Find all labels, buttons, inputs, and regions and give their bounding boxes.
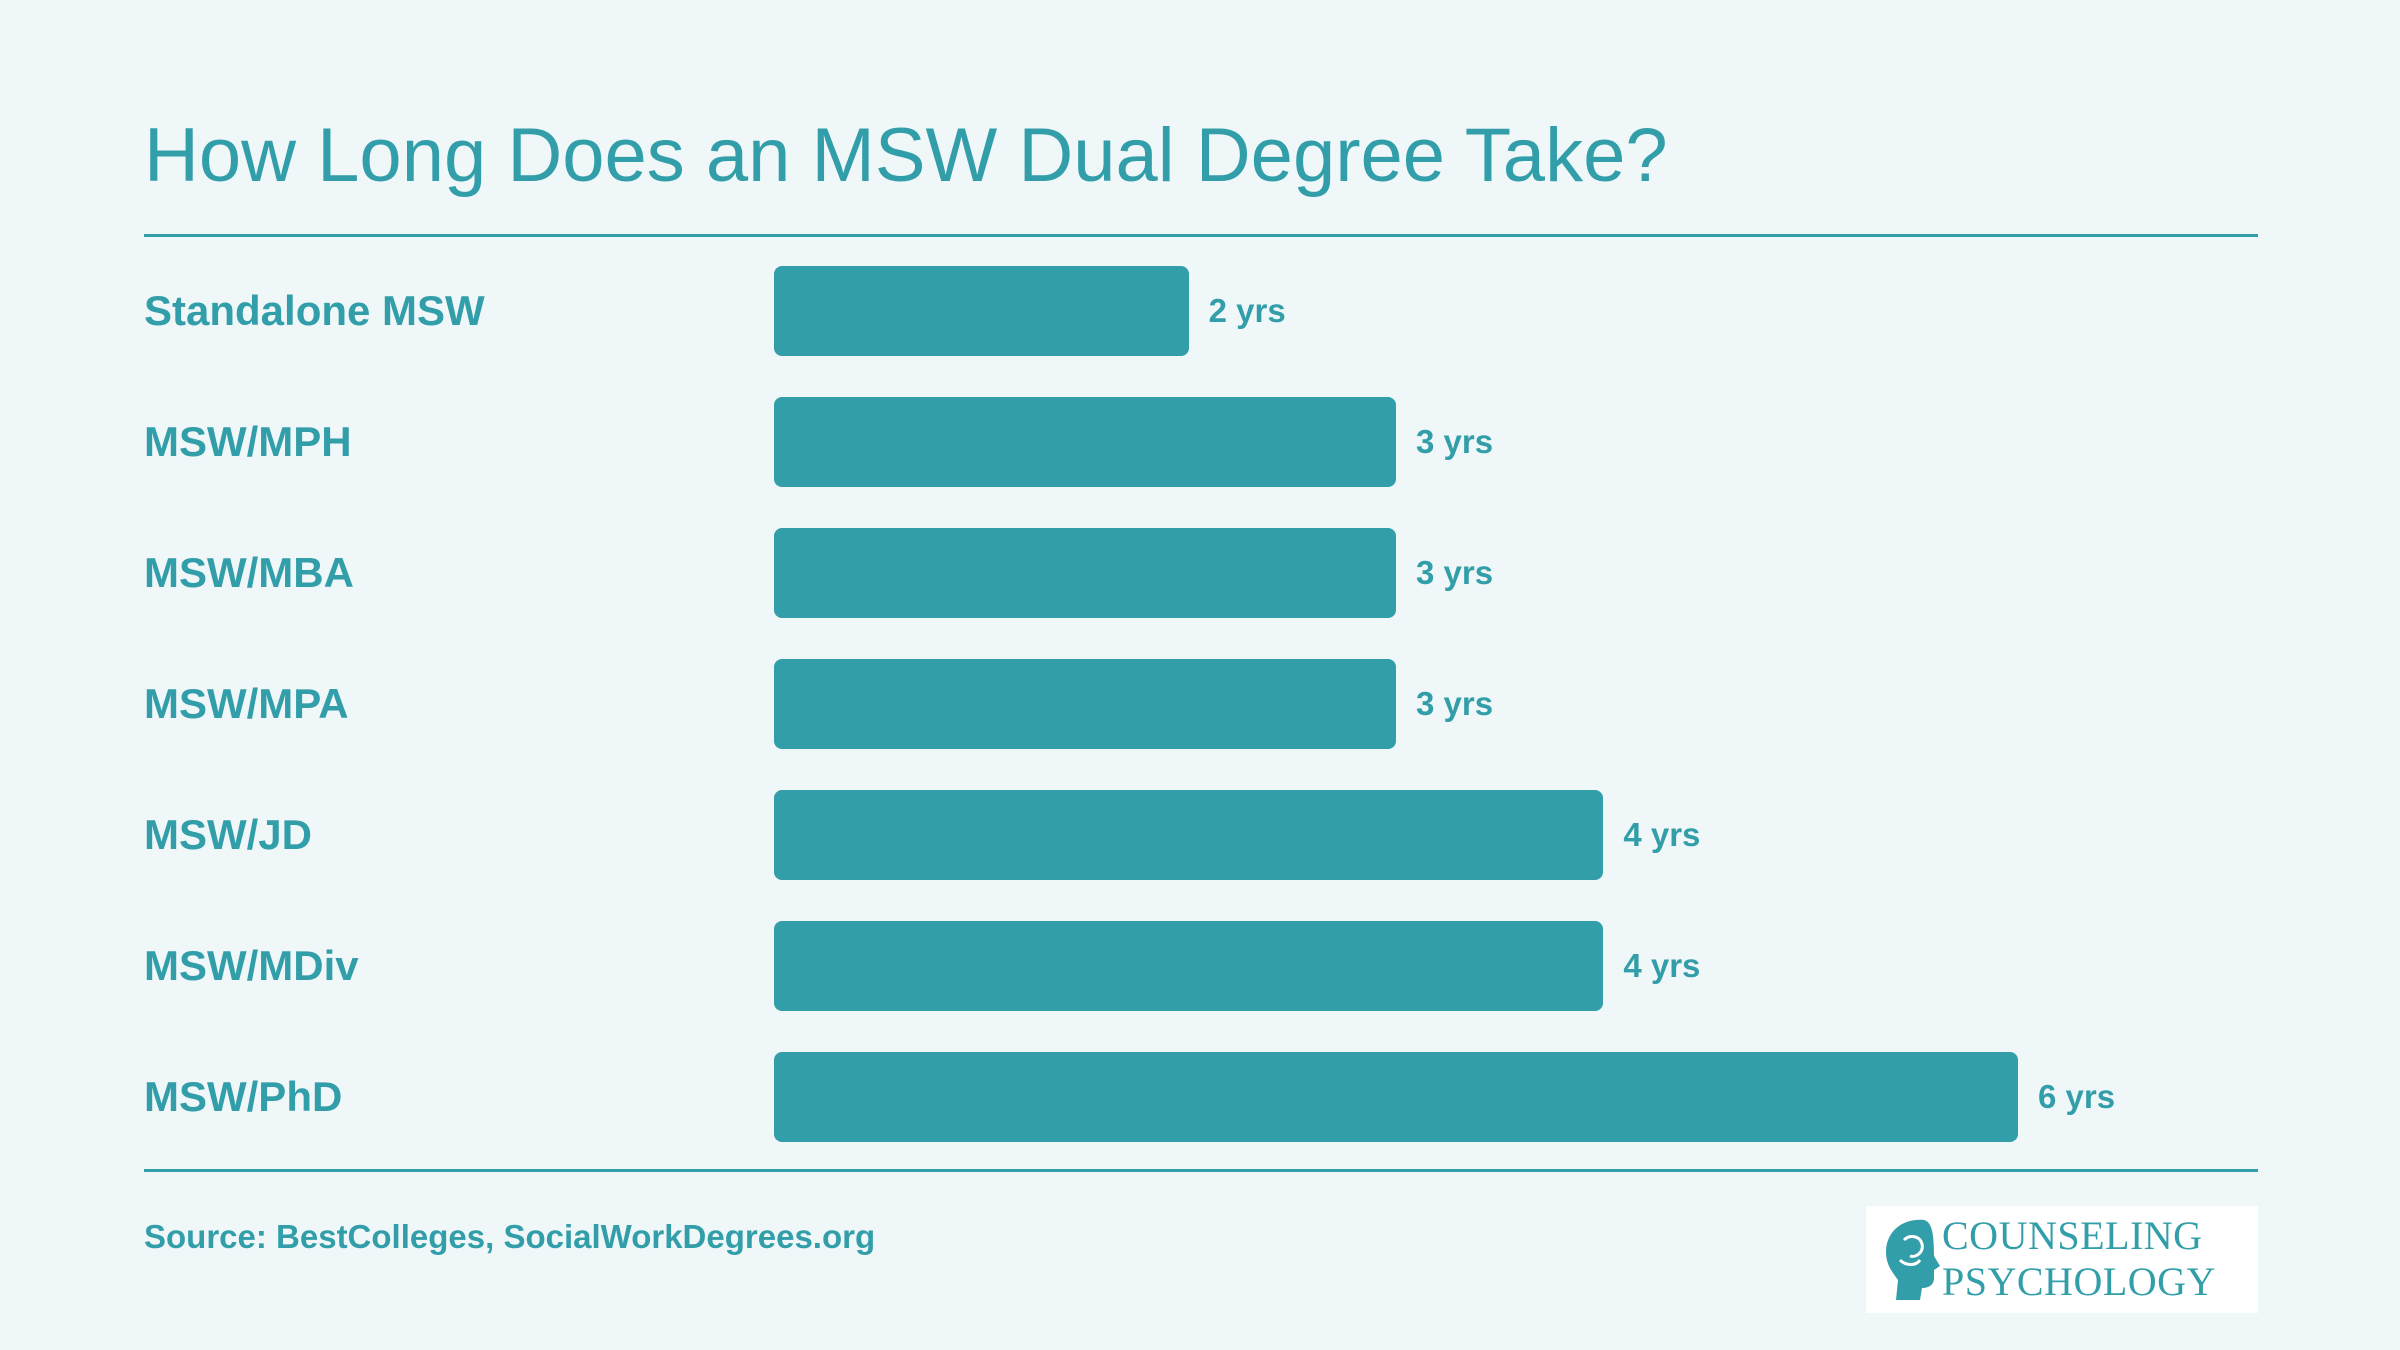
category-label: MSW/MDiv [144,942,359,989]
bar [774,266,1189,356]
bar [774,921,1604,1011]
logo-word-counseling: COUNSELING [1942,1213,2203,1258]
category-label: MSW/MBA [144,549,354,596]
logo-word-psychology: PSYCHOLOGY [1942,1259,2216,1304]
value-label: 6 yrs [2038,1078,2116,1115]
category-label: MSW/PhD [144,1073,343,1120]
bar [774,659,1396,749]
category-label: MSW/JD [144,811,312,858]
bottom-divider [144,1169,2258,1172]
value-label: 4 yrs [1623,947,1701,984]
value-label: 2 yrs [1208,292,1286,329]
value-label: 3 yrs [1416,685,1494,722]
counseling-psychology-logo: COUNSELING PSYCHOLOGY [1866,1206,2258,1313]
category-label: MSW/MPA [144,680,349,727]
bar [774,1052,2018,1142]
head-profile-icon [1886,1219,1940,1300]
bar [774,397,1396,487]
category-label: MSW/MPH [144,418,352,465]
value-label: 4 yrs [1623,816,1701,853]
value-label: 3 yrs [1416,554,1494,591]
top-divider [144,234,2258,237]
chart-title: How Long Does an MSW Dual Degree Take? [144,113,1668,198]
category-label: Standalone MSW [144,287,485,334]
value-label: 3 yrs [1416,423,1494,460]
source-note: Source: BestColleges, SocialWorkDegrees.… [144,1218,876,1255]
bar [774,790,1604,880]
bar [774,528,1396,618]
